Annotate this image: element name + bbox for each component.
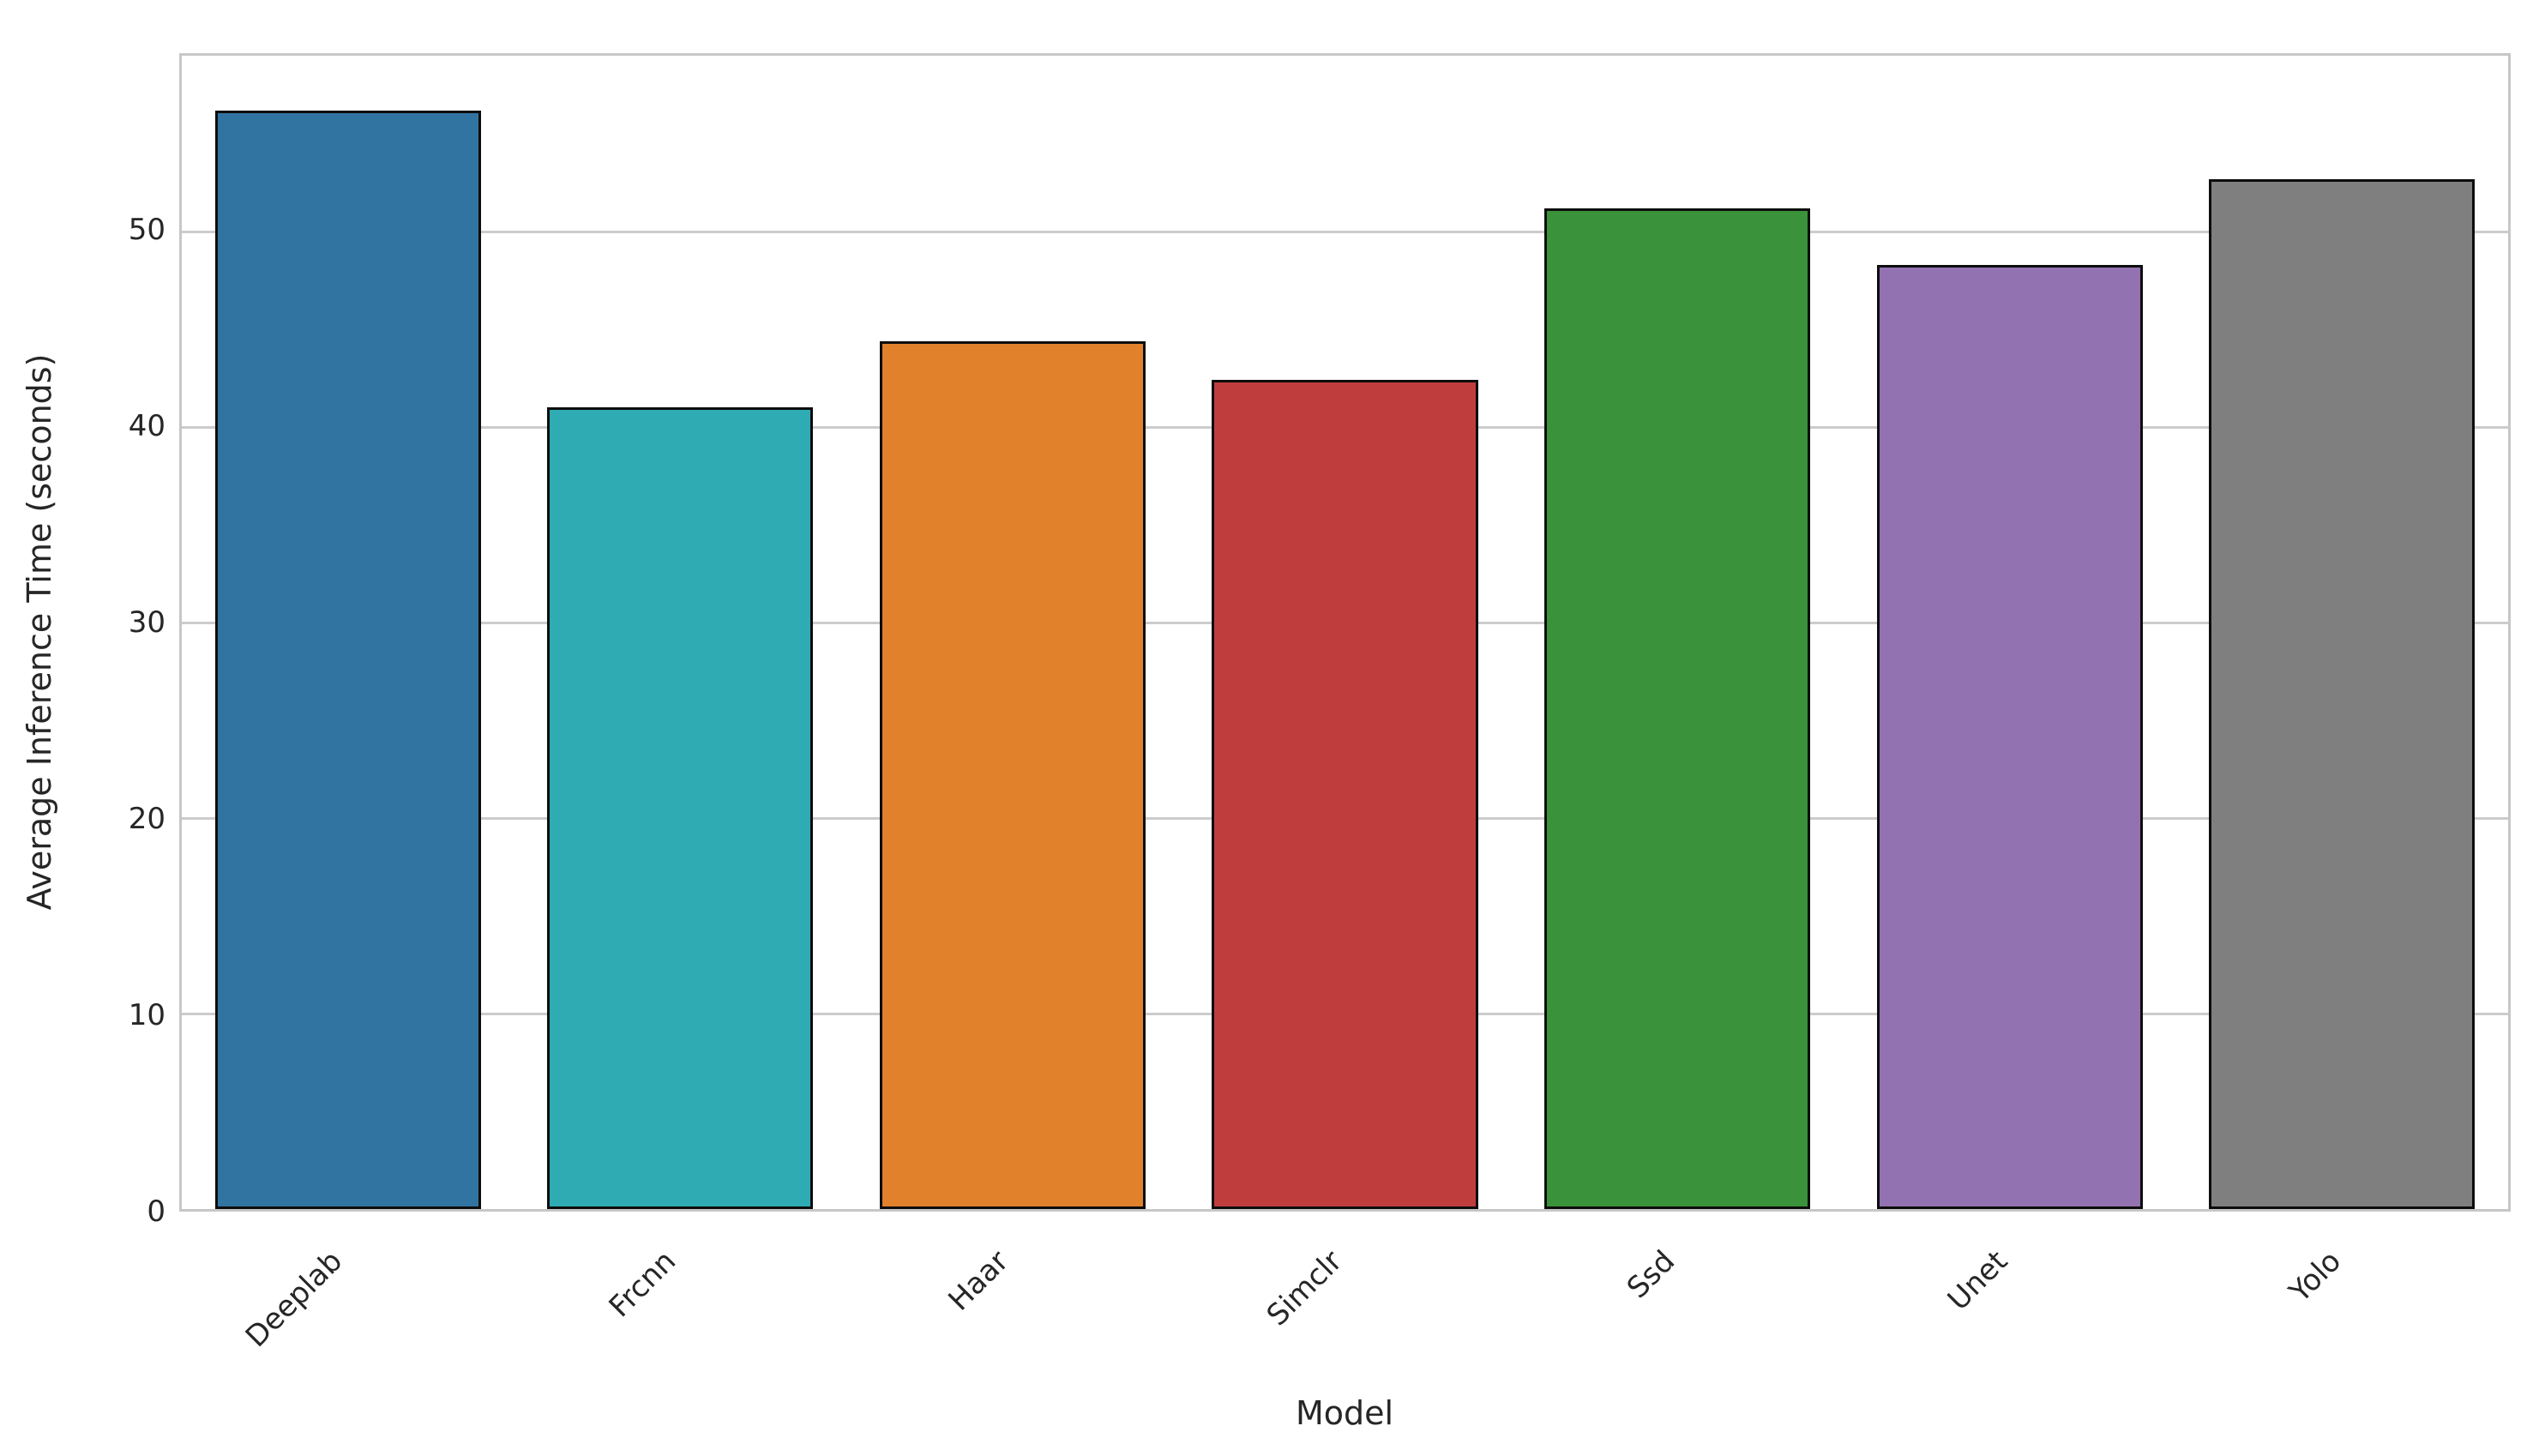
x-tick-label-yolo: Yolo xyxy=(2283,1243,2348,1309)
x-tick-label-frcnn: Frcnn xyxy=(602,1243,683,1325)
x-tick-label-ssd: Ssd xyxy=(1620,1243,1682,1306)
y-axis-label: Average Inference Time (seconds) xyxy=(21,353,58,911)
y-tick-label-50: 50 xyxy=(128,213,165,248)
bar-haar xyxy=(879,340,1146,1209)
x-tick-label-unet: Unet xyxy=(1941,1243,2015,1318)
y-tick-label-10: 10 xyxy=(128,998,165,1033)
bar-ssd xyxy=(1544,208,1811,1209)
x-tick-label-deeplab: Deeplab xyxy=(239,1243,350,1355)
gridline-y-50 xyxy=(182,230,2508,233)
bar-deeplab xyxy=(214,110,481,1209)
plot-area xyxy=(179,53,2511,1212)
y-tick-label-40: 40 xyxy=(128,409,165,444)
y-tick-label-20: 20 xyxy=(128,802,165,837)
y-tick-label-30: 30 xyxy=(128,605,165,641)
bar-frcnn xyxy=(547,407,814,1209)
x-tick-label-simclr: Simclr xyxy=(1260,1243,1349,1333)
bar-yolo xyxy=(2209,178,2476,1209)
x-axis-label: Model xyxy=(1295,1394,1394,1432)
x-tick-label-haar: Haar xyxy=(942,1243,1016,1318)
bar-simclr xyxy=(1212,380,1478,1209)
y-tick-label-0: 0 xyxy=(147,1194,165,1229)
bar-unet xyxy=(1876,264,2143,1209)
